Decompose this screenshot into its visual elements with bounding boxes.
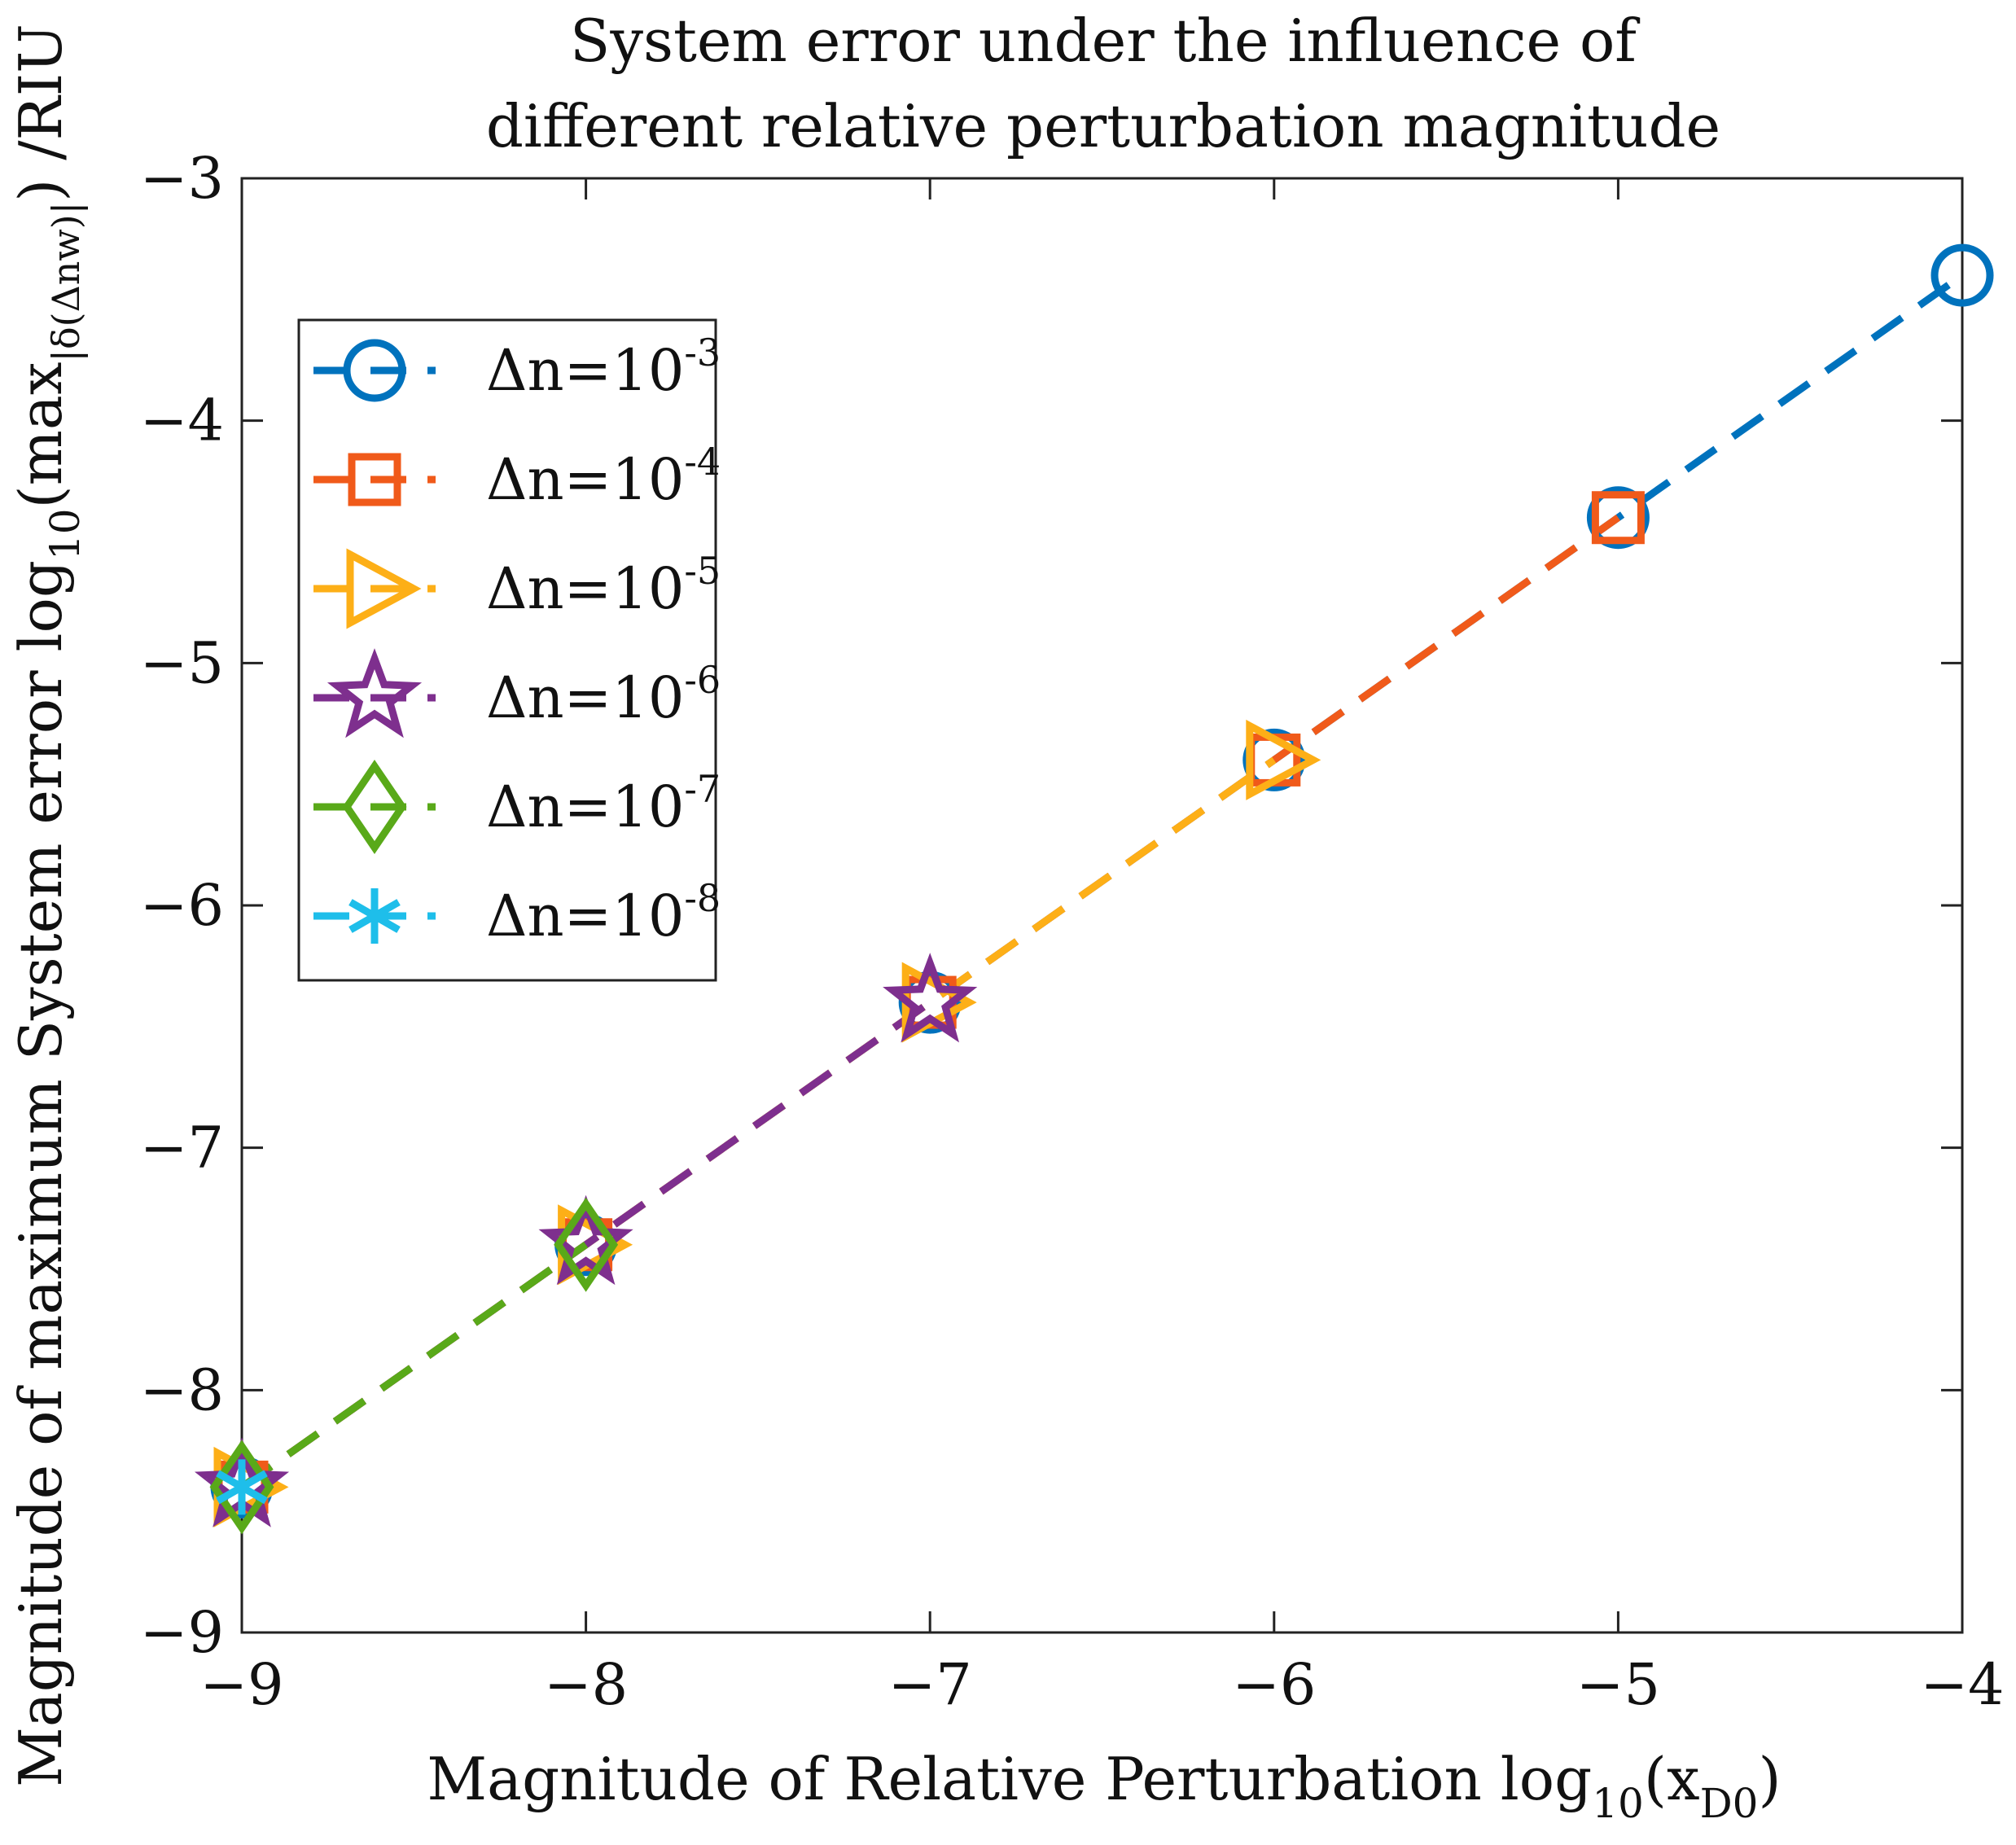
y-tick-label: −9 [140,1599,224,1666]
legend-label-4: Δn=10-6 [486,658,721,731]
chart-title-line-1: System error under the influence of [570,7,1640,75]
series-4-star-marker [538,1194,633,1286]
legend-label-2: Δn=10-4 [486,440,721,513]
x-tick-label: −4 [1920,1651,2004,1718]
x-axis-label-paren-open: (x [1644,1745,1700,1813]
x-tick-label: −9 [199,1651,283,1718]
legend-label-6-exp: -8 [684,876,721,920]
series-4-star-marker [883,953,978,1043]
series-5-diamond-marker [554,1197,619,1292]
series-line-5 [239,1242,589,1491]
series-3-triangle-right-marker [1246,719,1321,800]
legend-label-3-exp: -5 [684,549,721,593]
y-tick-label: −4 [140,388,224,454]
series-6-asterisk-marker [216,1459,268,1515]
legend-label-4-exp: -6 [684,658,721,702]
legend-label-1: Δn=10-3 [486,331,721,404]
legend-label-1-exp: -3 [684,331,721,375]
y-axis-label-sub2: |δ(Δnw)| [44,202,88,362]
y-tick-label: −6 [140,872,224,939]
legend-label-3-base: Δn=10 [486,555,684,622]
legend-label-3: Δn=10-5 [486,549,721,622]
y-axis-label: Magnitude of maximum System error log10(… [7,24,89,1787]
legend-diamond-marker [342,759,407,855]
x-tick-label: −6 [1232,1651,1316,1718]
legend: Δn=10-3 Δn=10-4 Δn=10-5 Δn=10-6 Δn=10-7 … [297,318,721,982]
x-axis-label-paren-close: ) [1758,1745,1781,1813]
legend-label-4-base: Δn=10 [486,664,684,731]
legend-asterisk-marker [348,888,401,944]
axis-ticks [240,177,1964,1634]
legend-circle-marker [343,339,406,402]
asterisk-stroke [216,1470,268,1505]
y-tick-label: −3 [140,145,224,212]
x-tick-label: −5 [1576,1651,1660,1718]
legend-label-6: Δn=10-8 [486,876,721,949]
legend-label-1-base: Δn=10 [486,337,684,404]
series-1-circle-marker [1931,243,1994,307]
y-tick-label: −7 [140,1115,224,1181]
series-1-circle-marker [1586,486,1650,550]
legend-triangle-right-marker [346,548,422,629]
y-tick-label: −8 [140,1356,224,1423]
asterisk-stroke [348,899,401,933]
y-axis-label-sub1: 10 [42,508,89,560]
y-axis-label-end: ) /RIU [7,24,75,202]
y-tick-label: −5 [140,629,224,696]
y-axis-label-main: Magnitude of maximum System error log [7,560,75,1787]
series-lines [239,272,1965,1491]
legend-samples [313,339,436,944]
x-axis-label: Magnitude of Relative Perturbation log10… [427,1745,1781,1827]
legend-label-5-base: Δn=10 [486,773,684,840]
chart-title-line-2: different relative perturbation magnitud… [486,92,1720,160]
x-tick-label: −7 [888,1651,972,1718]
y-tick-labels: −9 −8 −7 −6 −5 −4 −3 [140,145,224,1666]
legend-box [297,318,717,982]
legend-label-5-exp: -7 [684,767,721,811]
x-axis-label-main: Magnitude of Relative Perturbation log [427,1745,1592,1813]
legend-label-2-exp: -4 [684,440,721,484]
series-markers [194,243,1994,1535]
x-axis-label-sub2: D0 [1700,1780,1759,1827]
series-line-2 [239,515,1620,1491]
legend-star-marker [327,648,423,738]
series-2-square-marker [1591,491,1645,545]
y-axis-label-mid: (max [7,362,75,509]
x-tick-labels: −9 −8 −7 −6 −5 −4 [199,1651,2004,1718]
legend-label-2-base: Δn=10 [486,446,684,513]
legend-label-5: Δn=10-7 [486,767,721,840]
legend-label-6-base: Δn=10 [486,883,684,949]
x-tick-label: −8 [544,1651,628,1718]
x-axis-label-sub1: 10 [1592,1780,1644,1827]
legend-square-marker [348,453,401,506]
